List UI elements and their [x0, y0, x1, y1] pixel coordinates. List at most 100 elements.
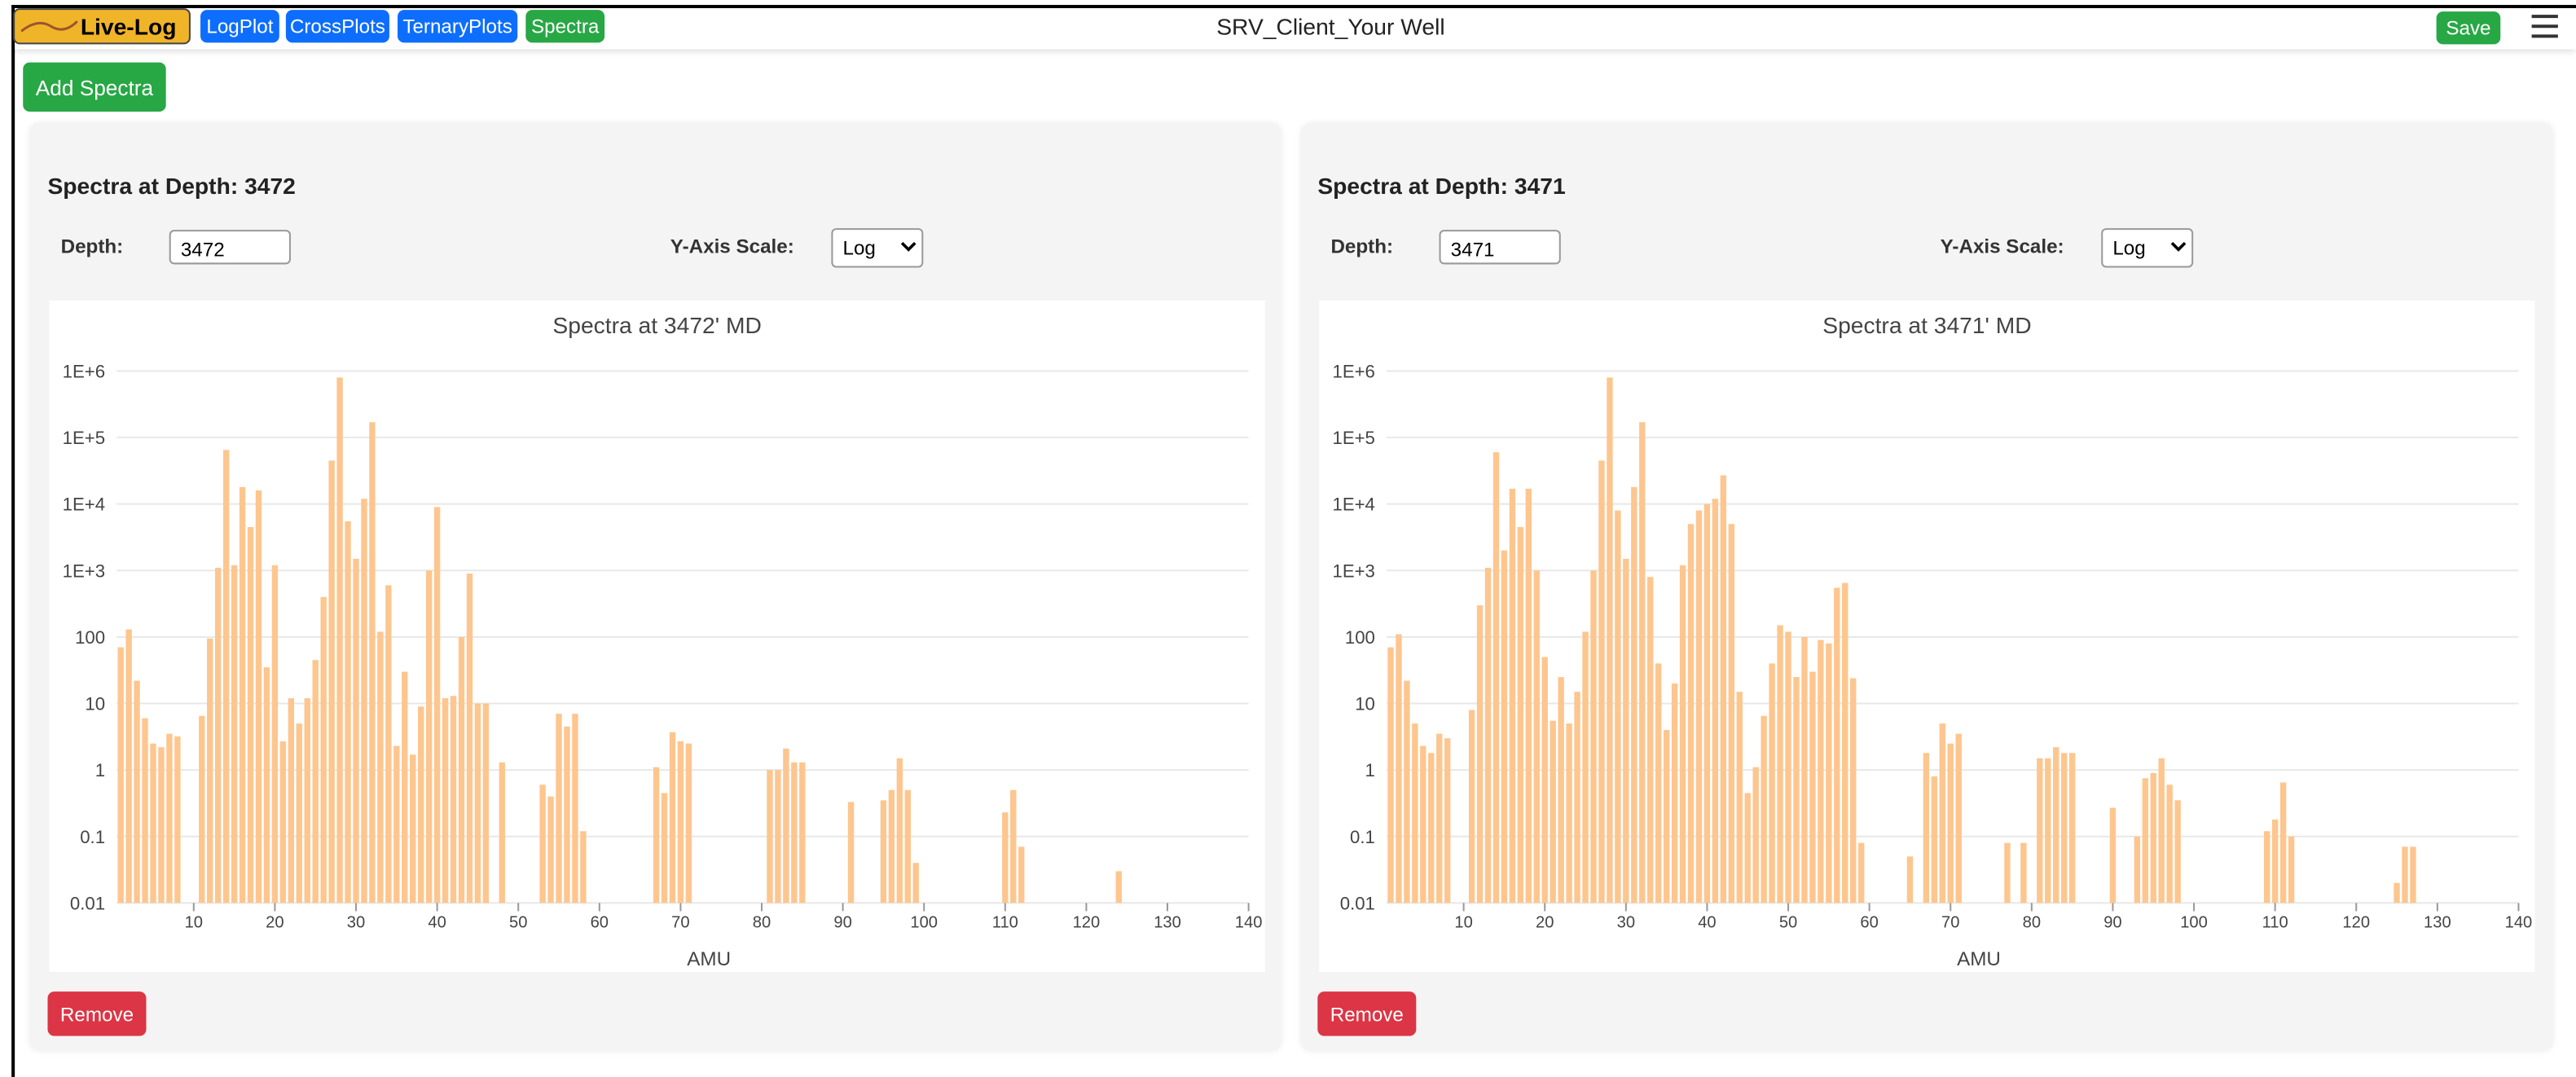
bar: [255, 490, 262, 903]
bar: [214, 567, 222, 903]
bar: [2394, 882, 2400, 903]
y-tick-label: 1: [95, 760, 105, 780]
bar: [1663, 729, 1670, 903]
bar: [1671, 683, 1678, 903]
bar: [433, 507, 441, 903]
select-arrow: [2170, 241, 2187, 252]
x-tick-label: 120: [2342, 914, 2370, 932]
bar: [353, 558, 359, 903]
bar: [1687, 524, 1695, 903]
bar: [677, 741, 684, 903]
bar: [142, 718, 148, 903]
bar: [1647, 577, 1654, 903]
bar: [345, 521, 351, 903]
bar: [783, 748, 789, 903]
bar: [1558, 677, 1564, 903]
bar: [1492, 452, 1500, 903]
bar: [1412, 723, 1418, 903]
bar: [239, 486, 246, 903]
bar: [572, 714, 578, 903]
bar: [1834, 587, 1840, 903]
save-button[interactable]: Save: [2436, 11, 2501, 45]
bar: [288, 698, 295, 903]
x-tick-label: 30: [347, 914, 365, 932]
y-tick-label: 1E+3: [63, 560, 105, 581]
bar: [1752, 767, 1759, 903]
logo[interactable]: Live-Log: [13, 8, 191, 45]
bar: [1939, 723, 1945, 903]
bar: [369, 422, 376, 903]
depth-input[interactable]: 3471: [1439, 230, 1561, 265]
depth-input[interactable]: 3472: [169, 230, 291, 265]
select-arrow: [900, 241, 917, 252]
bar: [2068, 753, 2076, 903]
menu-icon[interactable]: [2530, 13, 2560, 39]
bar: [158, 747, 165, 903]
bar: [1574, 692, 1580, 903]
scale-label: Y-Axis Scale:: [1940, 235, 2064, 258]
x-tick-label: 40: [1698, 914, 1716, 932]
nav-button[interactable]: CrossPlots: [285, 10, 389, 43]
bar: [880, 800, 887, 903]
x-tick-label: 20: [1536, 914, 1554, 932]
bar: [1906, 856, 1914, 903]
add-spectra-button[interactable]: Add Spectra: [23, 62, 166, 112]
bar: [1444, 738, 1451, 903]
bar: [328, 460, 335, 903]
bar: [1857, 842, 1865, 903]
nav-button[interactable]: TernaryPlots: [398, 10, 518, 43]
bar: [1598, 460, 1605, 903]
bar: [1607, 377, 1613, 903]
remove-button[interactable]: Remove: [47, 991, 147, 1036]
bar: [1695, 510, 1703, 903]
bar: [1501, 550, 1508, 903]
bar: [1582, 631, 1589, 903]
x-tick-label: 60: [591, 914, 609, 932]
nav-button[interactable]: Spectra: [525, 10, 605, 43]
bar: [1923, 753, 1930, 903]
bar: [361, 499, 367, 903]
depth-label: Depth:: [60, 235, 124, 258]
bar: [1826, 643, 1832, 903]
bar: [1842, 582, 1848, 903]
bar: [2020, 842, 2027, 903]
x-tick-label: 60: [1860, 914, 1878, 932]
bar: [1631, 486, 1637, 903]
bar: [296, 723, 302, 903]
bar: [466, 574, 473, 903]
frame: [11, 5, 2576, 1077]
bar: [336, 377, 343, 903]
bar: [320, 596, 327, 903]
remove-button[interactable]: Remove: [1317, 991, 1417, 1036]
bar: [417, 706, 424, 903]
bar: [799, 762, 806, 903]
bar: [199, 715, 205, 903]
x-tick-label: 50: [509, 914, 527, 932]
x-tick-label: 80: [2023, 914, 2041, 932]
bar: [425, 570, 433, 903]
y-tick-label: 0.1: [80, 827, 105, 847]
bar: [685, 743, 692, 903]
chart: Spectra at 3472' MD0.010.11101001E+31E+4…: [49, 300, 1265, 972]
bar: [2150, 772, 2156, 903]
bar: [1525, 488, 1532, 903]
y-tick-label: 10: [1355, 694, 1375, 714]
x-tick-label: 90: [833, 914, 851, 932]
bar: [150, 743, 156, 903]
bar: [1615, 510, 1621, 903]
bar: [1679, 565, 1686, 903]
bar: [1533, 570, 1540, 903]
bar: [2158, 758, 2165, 903]
bar: [580, 831, 587, 903]
bar: [2263, 831, 2270, 903]
x-tick-label: 10: [1454, 914, 1472, 932]
bar: [2109, 807, 2117, 903]
nav-button[interactable]: LogPlot: [200, 10, 279, 43]
page-title: SRV_Client_Your Well: [1216, 13, 1445, 40]
bar: [385, 585, 392, 903]
bar: [539, 785, 546, 903]
bar: [166, 733, 173, 903]
bar: [1655, 663, 1662, 903]
bar: [442, 698, 449, 903]
